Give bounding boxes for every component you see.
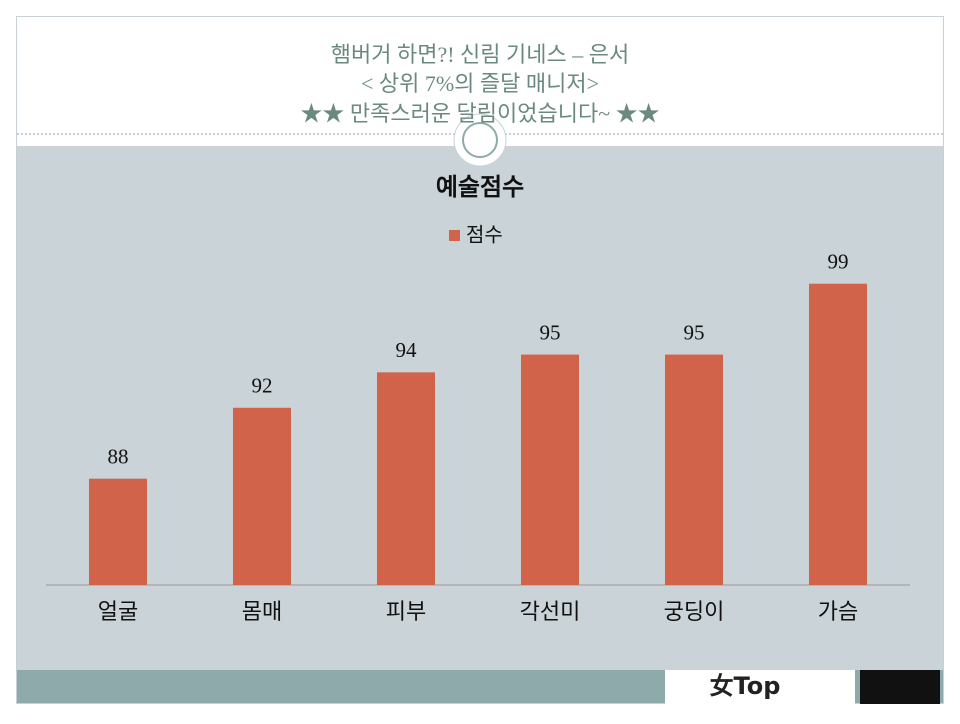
data-label: 99: [828, 250, 849, 274]
bar: [233, 407, 291, 585]
x-tick-label: 얼굴: [98, 600, 138, 625]
slide-title-line: 햄버거 하면?! 신림 기네스 – 은서: [331, 42, 629, 67]
x-tick-label: 몸매: [242, 600, 282, 625]
data-label: 95: [684, 320, 705, 344]
chart-title: 예술점수: [436, 173, 524, 201]
content-background: [17, 146, 943, 670]
bar: [521, 354, 579, 585]
bar: [89, 478, 147, 585]
x-tick-label: 피부: [386, 600, 426, 625]
x-tick-label: 각선미: [520, 600, 581, 625]
legend-label: 점수: [466, 223, 503, 247]
legend-swatch: [449, 230, 460, 241]
slide-title-line: ★★ 만족스러운 달림이었습니다~ ★★: [300, 101, 659, 126]
bar: [665, 354, 723, 585]
data-label: 92: [252, 374, 273, 398]
bar: [809, 283, 867, 585]
bar: [377, 372, 435, 585]
data-label: 94: [396, 338, 418, 362]
data-label: 95: [540, 320, 561, 344]
data-label: 88: [108, 444, 129, 468]
ornament-inner: [462, 122, 498, 158]
slide-title-line: < 상위 7%의 즐달 매니저>: [361, 71, 599, 96]
logo: 女Top: [710, 672, 781, 700]
logo-box-dark: [860, 670, 940, 704]
x-tick-label: 궁딩이: [664, 600, 725, 625]
logo-box: [665, 670, 855, 704]
x-tick-label: 가슴: [818, 600, 858, 625]
